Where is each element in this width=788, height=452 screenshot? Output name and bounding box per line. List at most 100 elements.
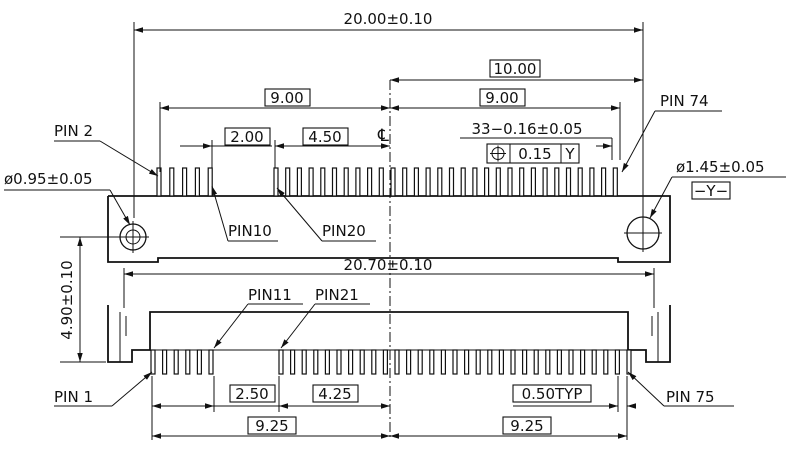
top-pin xyxy=(194,167,200,197)
top-pin xyxy=(285,167,291,197)
pin-2-label: PIN 2 xyxy=(54,122,93,140)
position-tolerance: 0.15 xyxy=(518,145,551,163)
bottom-pin xyxy=(324,349,330,375)
top-pin xyxy=(182,167,188,197)
dim-bottom-right-span: 9.25 xyxy=(510,417,543,435)
dim-bottom-gap-b: 4.25 xyxy=(318,385,351,403)
pin-20-label: PIN20 xyxy=(322,222,366,240)
bottom-pin xyxy=(626,349,632,375)
dim-overall-width: 20.00±0.10 xyxy=(344,10,433,28)
top-pin xyxy=(554,167,560,197)
bottom-pin xyxy=(498,349,504,375)
bottom-pin-row xyxy=(150,349,632,375)
bottom-pin xyxy=(464,349,470,375)
pin-1-label: PIN 1 xyxy=(54,388,93,406)
bottom-body-outline xyxy=(107,305,671,363)
top-pin xyxy=(331,167,338,197)
top-pin xyxy=(565,167,572,197)
dim-bottom-left-span: 9.25 xyxy=(255,417,288,435)
bottom-pin xyxy=(301,349,307,375)
bottom-pin xyxy=(533,349,539,375)
top-pin xyxy=(472,167,478,197)
top-pin xyxy=(156,167,162,197)
top-pin xyxy=(612,167,618,197)
top-pin xyxy=(367,167,373,197)
top-pin xyxy=(542,167,548,197)
dim-body-width: 20.70±0.10 xyxy=(344,256,433,274)
bottom-pin xyxy=(452,349,458,375)
bottom-pin xyxy=(278,349,284,375)
bottom-pin xyxy=(394,349,400,375)
bottom-pin xyxy=(545,349,551,375)
bottom-pin xyxy=(173,349,179,375)
pin-75-label: PIN 75 xyxy=(666,388,715,406)
datum-reference: Y xyxy=(564,145,575,163)
bottom-pin xyxy=(568,349,574,375)
bottom-pin xyxy=(521,349,528,375)
top-pin xyxy=(390,167,396,197)
bottom-pin xyxy=(208,349,214,375)
top-pin xyxy=(507,167,513,197)
bottom-pin xyxy=(162,349,168,375)
bottom-pin xyxy=(556,349,563,375)
bottom-pin xyxy=(150,349,156,375)
top-pin xyxy=(308,167,314,197)
hole-large-callout: ø1.45±0.05 xyxy=(676,158,765,176)
top-pin xyxy=(378,167,384,197)
bottom-pin xyxy=(614,349,621,375)
bottom-pin xyxy=(196,349,202,375)
bottom-pin xyxy=(417,349,423,375)
bottom-pin xyxy=(290,349,296,375)
bottom-pin xyxy=(348,349,354,375)
dim-top-right-span: 9.00 xyxy=(485,89,518,107)
top-pin xyxy=(600,167,607,197)
dim-bottom-gap-a: 2.50 xyxy=(235,385,268,403)
bottom-pin xyxy=(429,349,435,375)
hole-small-callout: ø0.95±0.05 xyxy=(4,170,93,188)
top-pin xyxy=(530,167,537,197)
bottom-pin xyxy=(185,349,191,375)
top-pin xyxy=(169,167,175,197)
top-pin xyxy=(519,167,525,197)
top-pin xyxy=(355,167,361,197)
dim-pitch-top: 33−0.16±0.05 xyxy=(471,120,582,138)
datum-label: −Y− xyxy=(694,182,728,200)
bottom-pin xyxy=(406,349,412,375)
bottom-pin xyxy=(382,349,388,375)
pin-21-label: PIN21 xyxy=(315,286,359,304)
top-pin xyxy=(413,167,419,197)
top-pin xyxy=(402,167,408,197)
bottom-pin xyxy=(579,349,586,375)
dim-top-left-span: 9.00 xyxy=(270,89,303,107)
bottom-pin xyxy=(603,349,609,375)
dim-height: 4.90±0.10 xyxy=(58,260,76,339)
centerline-symbol: ℄ xyxy=(377,126,389,146)
top-pin xyxy=(425,167,431,197)
top-pin xyxy=(207,167,213,197)
top-pin xyxy=(343,167,349,197)
bottom-pin xyxy=(359,349,365,375)
top-view xyxy=(107,167,671,263)
bottom-pin xyxy=(313,349,319,375)
top-body-outline xyxy=(107,195,671,263)
pin-74-label: PIN 74 xyxy=(660,92,709,110)
dim-top-gap-b: 4.50 xyxy=(308,128,341,146)
bottom-pin xyxy=(440,349,446,375)
top-pin xyxy=(577,167,583,197)
bottom-pin xyxy=(336,349,342,375)
top-pin xyxy=(484,167,490,197)
top-pin xyxy=(495,167,501,197)
top-pin xyxy=(273,167,279,197)
top-pin xyxy=(296,167,302,197)
dim-top-gap-a: 2.00 xyxy=(230,128,263,146)
top-pin xyxy=(320,167,326,197)
bottom-pin xyxy=(510,349,516,375)
bottom-pin xyxy=(487,349,493,375)
pin-11-label: PIN11 xyxy=(248,286,292,304)
top-pin xyxy=(437,167,443,197)
top-pin xyxy=(460,167,466,197)
dim-half-width: 10.00 xyxy=(494,60,537,78)
top-pin xyxy=(448,167,455,197)
pin-10-label: PIN10 xyxy=(228,222,272,240)
